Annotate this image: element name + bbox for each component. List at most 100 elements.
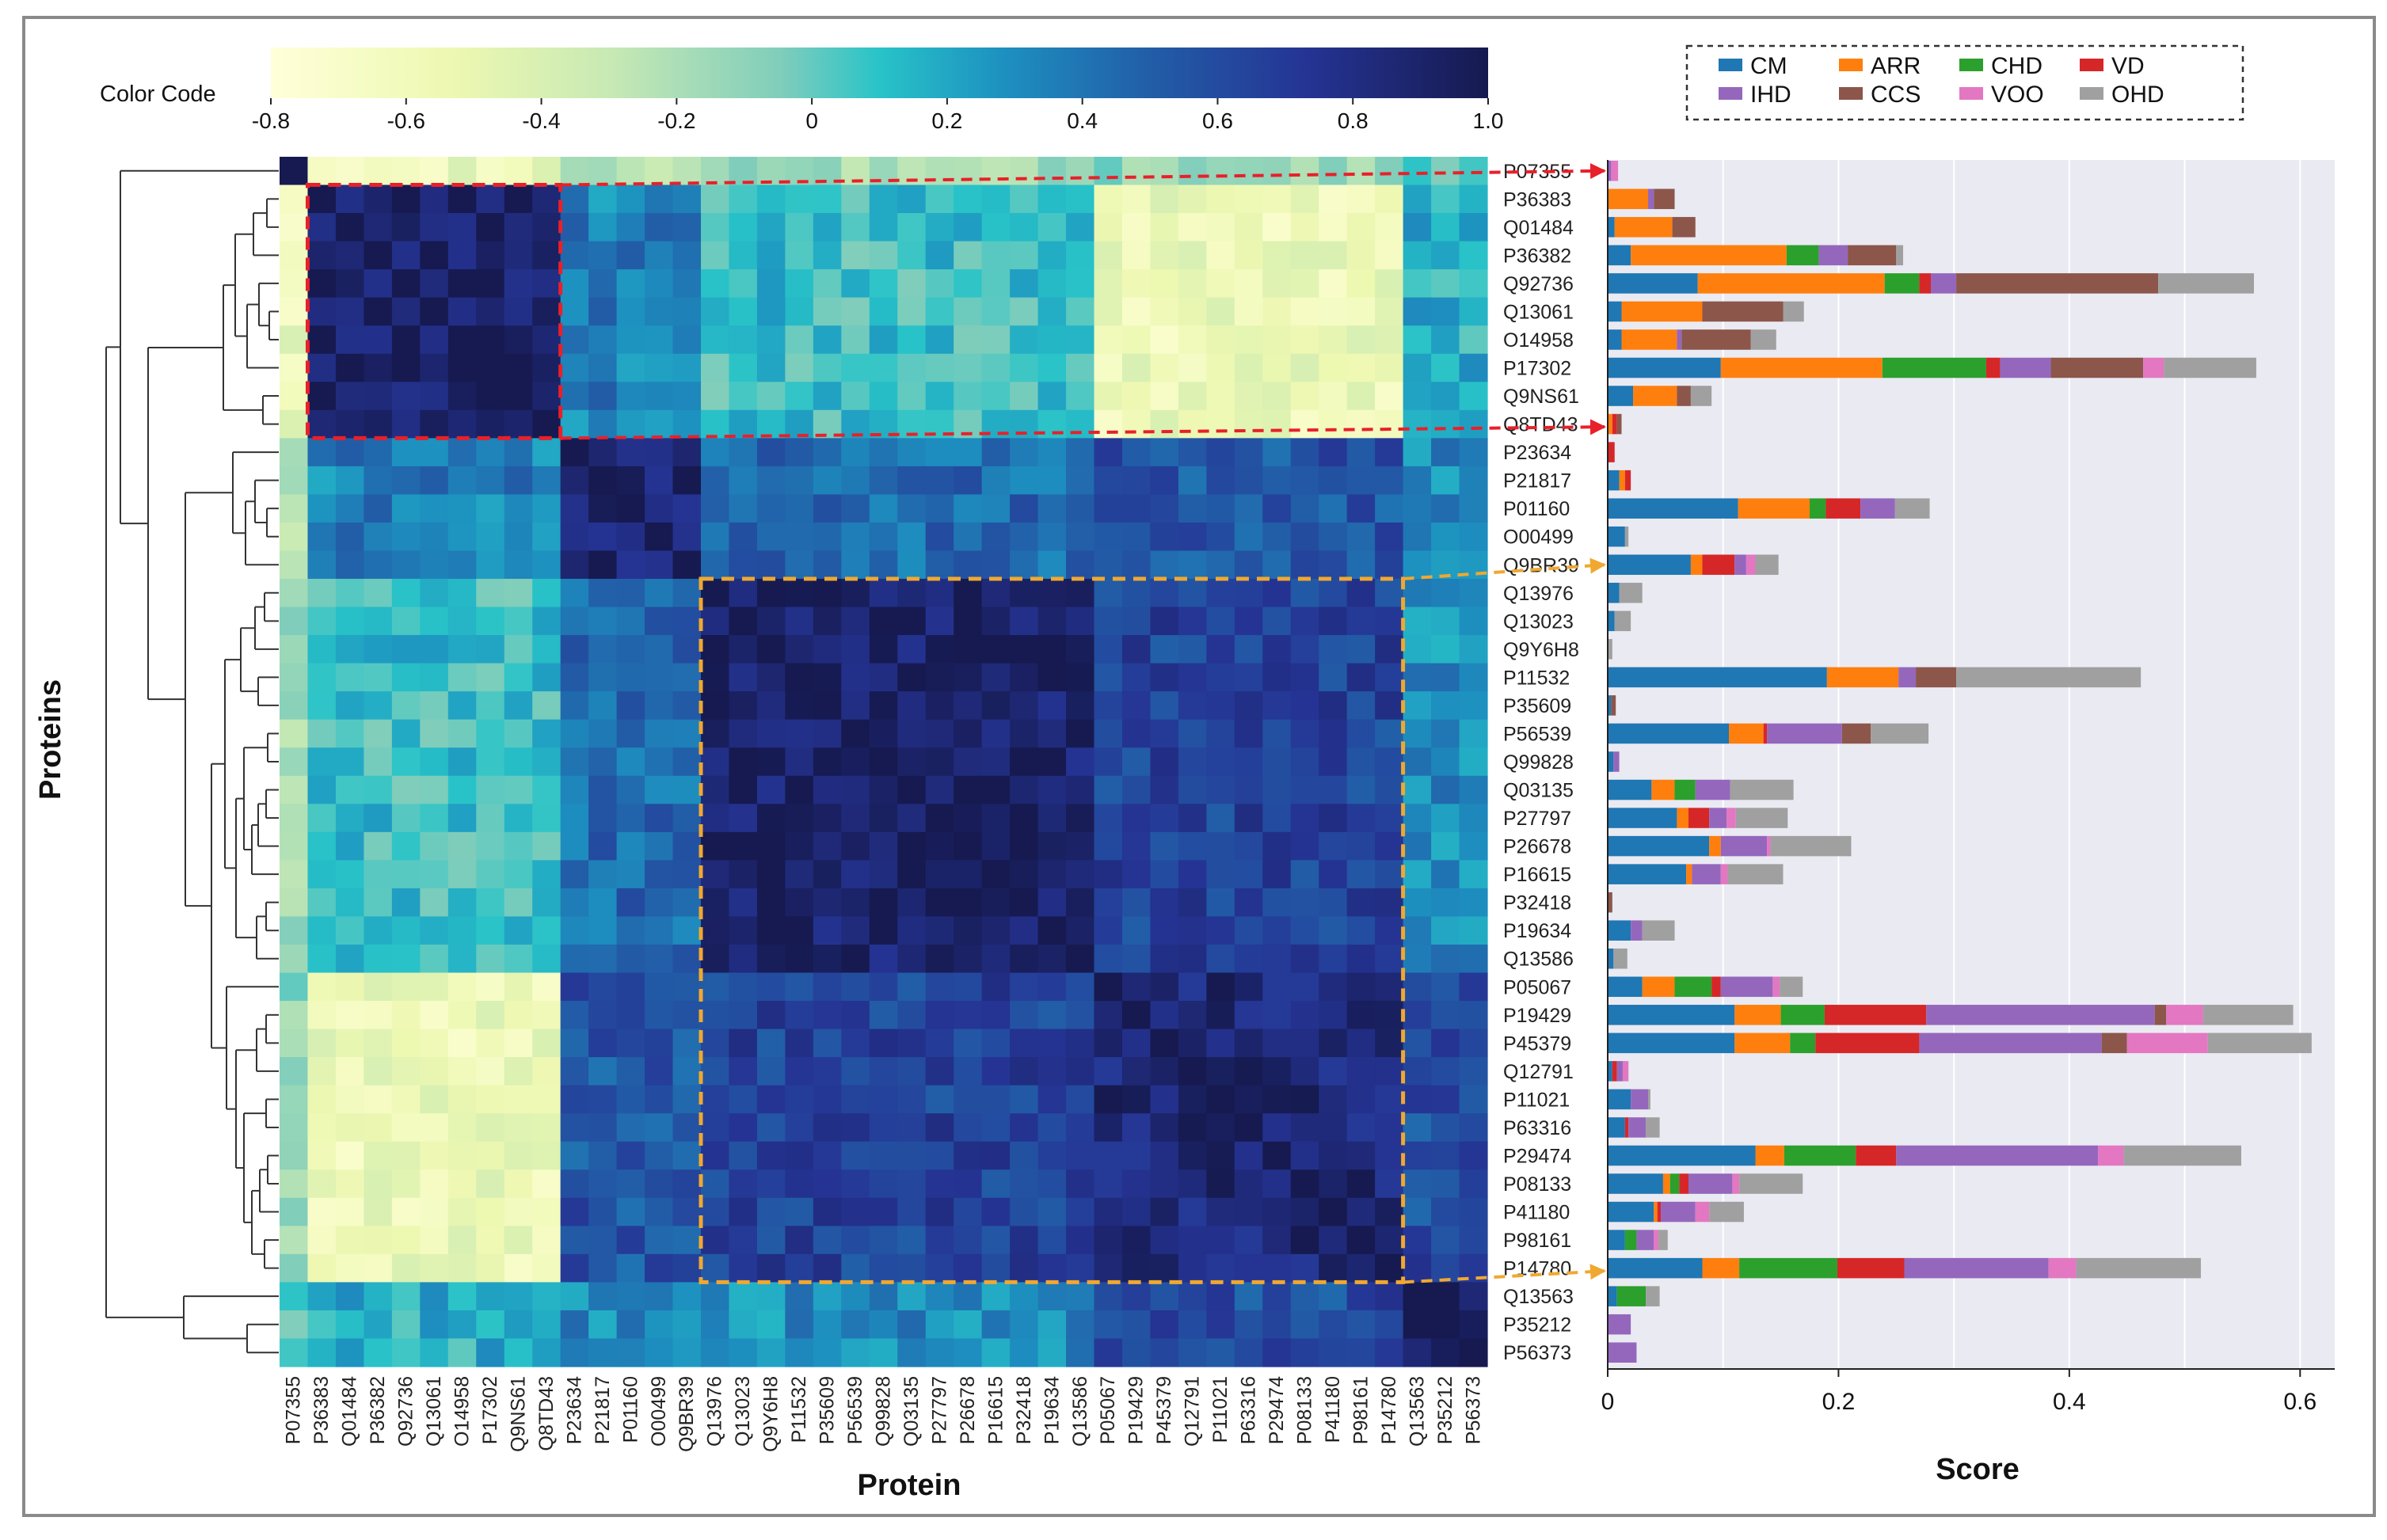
colorbar-tick-label: -0.4	[522, 108, 560, 133]
bar-segment-P29474-CHD	[1784, 1145, 1856, 1166]
heatmap-cell	[785, 663, 814, 692]
heatmap-cell	[841, 1001, 870, 1030]
bar-segment-P01160-VD	[1825, 498, 1861, 519]
heatmap-cell	[504, 550, 533, 580]
heatmap-cell	[616, 409, 645, 439]
heatmap-cell	[1431, 691, 1460, 721]
heatmap-cell	[1037, 522, 1067, 552]
heatmap-cell	[954, 606, 983, 636]
heatmap-cell	[588, 1282, 618, 1311]
heatmap-cell	[1431, 579, 1460, 608]
heatmap-cell	[307, 382, 337, 411]
heatmap-cell	[447, 157, 477, 186]
heatmap-cell	[307, 775, 337, 804]
column-label-O14958: O14958	[451, 1376, 474, 1447]
heatmap-cell	[476, 831, 505, 861]
heatmap-cell	[588, 494, 618, 523]
heatmap-cell	[1010, 860, 1039, 889]
heatmap-cell	[1150, 269, 1179, 298]
heatmap-cell	[1121, 409, 1152, 439]
heatmap-cell	[588, 1169, 618, 1199]
heatmap-cell	[1206, 157, 1235, 186]
heatmap-cell	[335, 1338, 364, 1367]
heatmap-cell	[1234, 804, 1263, 833]
heatmap-cell	[925, 438, 954, 467]
heatmap-cell	[588, 157, 618, 186]
heatmap-cell	[756, 1141, 786, 1170]
heatmap-cell	[1150, 775, 1179, 804]
heatmap-cell	[672, 184, 702, 214]
heatmap-cell	[700, 409, 730, 439]
row-label-Q13976: Q13976	[1503, 583, 1574, 605]
heatmap-cell	[1121, 241, 1152, 270]
heatmap-cell	[1290, 382, 1319, 411]
bar-segment-P45379-CCS	[2101, 1032, 2127, 1054]
heatmap-cell	[1066, 888, 1095, 918]
heatmap-cell	[1121, 184, 1152, 214]
heatmap-cell	[1431, 297, 1460, 326]
heatmap-cell	[645, 1113, 674, 1143]
heatmap-cell	[1403, 269, 1432, 298]
heatmap-cell	[700, 663, 730, 692]
heatmap-cell	[925, 466, 954, 496]
heatmap-cell	[280, 972, 309, 1002]
heatmap-cell	[447, 944, 477, 974]
heatmap-cell	[447, 1057, 477, 1086]
heatmap-cell	[1459, 747, 1488, 777]
heatmap-cell	[1178, 409, 1207, 439]
column-label-P98161: P98161	[1350, 1376, 1372, 1444]
heatmap-cell	[1290, 1169, 1319, 1199]
heatmap-cell	[672, 775, 702, 804]
heatmap-cell	[504, 1338, 533, 1367]
heatmap-cell	[645, 606, 674, 636]
heatmap-cell	[813, 775, 842, 804]
heatmap-cell	[785, 382, 814, 411]
heatmap-cell	[672, 944, 702, 974]
heatmap-cell	[335, 466, 364, 496]
heatmap-cell	[897, 804, 927, 833]
heatmap-cell	[672, 1113, 702, 1143]
heatmap-cell	[616, 860, 645, 889]
heatmap-cell	[447, 606, 477, 636]
heatmap-cell	[1150, 325, 1179, 355]
legend-swatch-VOO	[1959, 87, 1983, 100]
heatmap-cell	[700, 775, 730, 804]
heatmap-cell	[1319, 1085, 1348, 1114]
heatmap-cell	[364, 184, 393, 214]
heatmap-cell	[391, 663, 421, 692]
heatmap-cell	[335, 353, 364, 382]
heatmap-cell	[616, 438, 645, 467]
heatmap-cell	[504, 1253, 533, 1283]
heatmap-cell	[954, 1029, 983, 1058]
heatmap-cell	[1346, 916, 1376, 945]
heatmap-cell	[785, 719, 814, 748]
heatmap-cell	[1094, 719, 1123, 748]
heatmap-cell	[588, 1057, 618, 1086]
heatmap-cells	[280, 157, 1488, 1367]
heatmap-cell	[1010, 213, 1039, 242]
heatmap-cell	[1066, 1226, 1095, 1255]
heatmap-cell	[729, 353, 758, 382]
heatmap-cell	[954, 691, 983, 721]
heatmap-cell	[813, 1197, 842, 1226]
bar-segment-P08133-ARR	[1662, 1173, 1670, 1194]
heatmap-cell	[532, 1226, 562, 1255]
heatmap-cell	[1346, 494, 1376, 523]
heatmap-cell	[1121, 579, 1152, 608]
row-label-P45379: P45379	[1503, 1032, 1571, 1055]
row-label-Q9Y6H8: Q9Y6H8	[1503, 639, 1579, 661]
colorbar: -0.8 -0.6 -0.4 -0.2 0 0.2 0.4 0.6 0.8 1.0	[252, 48, 1503, 133]
heatmap-cell	[364, 213, 393, 242]
heatmap-cell	[1262, 747, 1292, 777]
heatmap-cell	[1346, 1113, 1376, 1143]
heatmap-cell	[447, 325, 477, 355]
heatmap-cell	[1066, 157, 1095, 186]
heatmap-cell	[1010, 663, 1039, 692]
heatmap-cell	[1206, 1029, 1235, 1058]
heatmap-cell	[672, 1057, 702, 1086]
heatmap-cell	[364, 831, 393, 861]
heatmap-cell	[1459, 1226, 1488, 1255]
heatmap-cell	[729, 719, 758, 748]
heatmap-cell	[1262, 438, 1292, 467]
heatmap-cell	[420, 466, 449, 496]
